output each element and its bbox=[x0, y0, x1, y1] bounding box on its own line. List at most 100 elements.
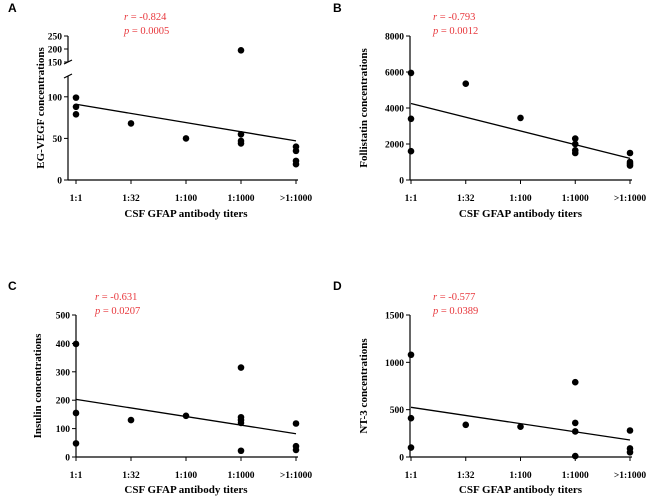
data-point bbox=[571, 135, 579, 142]
data-point bbox=[237, 364, 245, 371]
x-tick-label: 1:1000 bbox=[562, 471, 589, 481]
y-axis-label: NT-3 concentrations bbox=[358, 338, 370, 434]
x-axis-label: CSF GFAP antibody titers bbox=[124, 484, 248, 496]
x-tick-label: 1:100 bbox=[509, 471, 531, 481]
p-symbol: p bbox=[432, 26, 438, 37]
x-tick-label: >1:1000 bbox=[614, 194, 647, 204]
x-tick-label: 1:32 bbox=[122, 194, 140, 204]
y-tick-label: 1000 bbox=[385, 359, 404, 369]
r-value: = -0.631 bbox=[99, 292, 137, 303]
data-point bbox=[72, 94, 80, 101]
x-tick-label: 1:32 bbox=[457, 471, 475, 481]
x-tick-label: 1:1 bbox=[70, 471, 83, 481]
x-tick-label: 1:32 bbox=[122, 471, 140, 481]
data-point bbox=[571, 428, 579, 435]
data-point bbox=[407, 414, 415, 422]
x-tick-label: 1:1 bbox=[405, 194, 418, 204]
r-symbol: r bbox=[433, 12, 438, 23]
x-tick-label: 1:1 bbox=[70, 194, 83, 204]
p-value-text: = 0.0012 bbox=[438, 26, 478, 37]
data-point bbox=[517, 114, 524, 122]
r-value: = -0.793 bbox=[437, 12, 475, 23]
y-tick-label: 0 bbox=[399, 454, 404, 464]
data-point bbox=[407, 147, 415, 155]
p-value-text: = 0.0389 bbox=[438, 306, 478, 317]
y-tick-label: 500 bbox=[56, 312, 71, 322]
y-tick-label: 400 bbox=[56, 340, 71, 350]
x-tick-label: 1:100 bbox=[175, 194, 197, 204]
data-point bbox=[626, 427, 634, 434]
p-value: p = 0.0012 bbox=[432, 26, 478, 37]
data-point bbox=[237, 140, 245, 147]
data-point bbox=[292, 147, 300, 155]
data-point bbox=[571, 452, 579, 460]
x-axis-label: CSF GFAP antibody titers bbox=[124, 208, 248, 220]
data-point bbox=[407, 115, 415, 123]
y-axis-label: Insulin concentrations bbox=[32, 333, 44, 439]
y-tick-label: 2000 bbox=[385, 141, 404, 151]
p-symbol: p bbox=[123, 26, 129, 37]
x-axis-label: CSF GFAP antibody titers bbox=[459, 208, 583, 220]
r-value: = -0.824 bbox=[128, 12, 167, 23]
y-tick-label: 0 bbox=[65, 454, 70, 464]
r-symbol: r bbox=[95, 292, 100, 303]
p-value: p = 0.0005 bbox=[123, 26, 169, 37]
panel-letter: D bbox=[333, 279, 342, 293]
x-tick-label: 1:32 bbox=[457, 194, 475, 204]
data-point bbox=[571, 149, 579, 157]
data-point bbox=[462, 80, 470, 87]
correlation-r: r = -0.824 bbox=[124, 12, 167, 23]
x-tick-label: 1:100 bbox=[175, 471, 197, 481]
y-tick-label: 0 bbox=[57, 177, 62, 187]
data-point bbox=[571, 140, 579, 148]
y-tick-label: 100 bbox=[56, 425, 71, 435]
p-value-text: = 0.0005 bbox=[129, 26, 169, 37]
data-point bbox=[237, 419, 245, 427]
p-value-text: = 0.0207 bbox=[100, 306, 140, 317]
regression-line bbox=[75, 103, 297, 142]
data-point bbox=[127, 416, 135, 424]
x-tick-label: >1:1000 bbox=[280, 471, 313, 481]
y-tick-label: 250 bbox=[48, 33, 63, 43]
x-tick-label: 1:100 bbox=[509, 194, 531, 204]
panel-letter: B bbox=[333, 1, 342, 15]
data-point bbox=[462, 421, 470, 429]
data-point bbox=[407, 69, 415, 77]
data-point bbox=[72, 110, 80, 118]
x-tick-label: 1:1000 bbox=[228, 471, 255, 481]
panel-a-eg-vegf: A 0 50 100 150 200 250 1:1 1:32 1:100 1:1000 >1:100… bbox=[8, 1, 312, 220]
data-point bbox=[292, 160, 300, 168]
data-point bbox=[237, 447, 245, 455]
y-tick-label: 150 bbox=[48, 59, 63, 69]
p-value: p = 0.0389 bbox=[432, 306, 478, 317]
x-tick-label: 1:1 bbox=[405, 471, 418, 481]
x-axis-label: CSF GFAP antibody titers bbox=[459, 484, 583, 496]
y-axis-break-mark bbox=[63, 73, 73, 79]
correlation-r: r = -0.577 bbox=[433, 292, 475, 303]
data-point bbox=[72, 103, 80, 111]
data-point bbox=[127, 120, 135, 127]
y-axis-label: Follistatin concentrations bbox=[358, 48, 370, 168]
data-point bbox=[407, 444, 415, 451]
data-point bbox=[626, 448, 634, 456]
data-point bbox=[182, 135, 190, 142]
data-point bbox=[626, 149, 634, 157]
data-point bbox=[72, 340, 80, 348]
data-point bbox=[517, 423, 524, 431]
data-point bbox=[292, 446, 300, 454]
x-tick-label: 1:1000 bbox=[562, 194, 589, 204]
r-symbol: r bbox=[124, 12, 129, 23]
y-tick-label: 200 bbox=[48, 46, 63, 56]
data-point bbox=[407, 351, 415, 359]
data-point bbox=[571, 378, 579, 386]
y-tick-label: 200 bbox=[56, 397, 71, 407]
data-point bbox=[626, 162, 634, 169]
y-tick-label: 1500 bbox=[385, 312, 404, 322]
r-symbol: r bbox=[433, 292, 438, 303]
x-tick-label: 1:1000 bbox=[228, 194, 255, 204]
p-symbol: p bbox=[94, 306, 100, 317]
y-tick-label: 8000 bbox=[385, 33, 404, 43]
panel-letter: A bbox=[8, 1, 17, 15]
y-tick-label: 0 bbox=[399, 177, 404, 187]
y-tick-label: 100 bbox=[48, 93, 63, 103]
